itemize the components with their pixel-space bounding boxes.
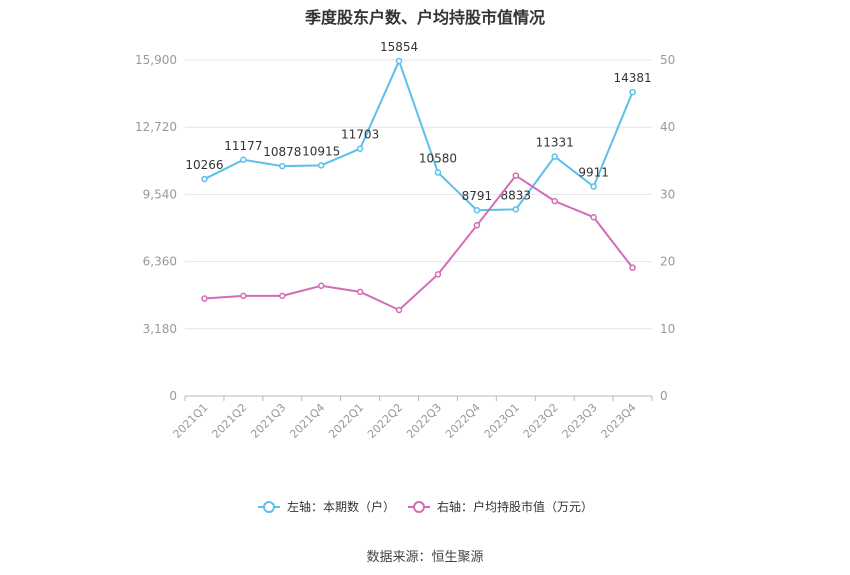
data-point xyxy=(317,162,325,169)
data-point xyxy=(240,292,247,300)
data-point xyxy=(201,175,208,183)
data-label: 15854 xyxy=(380,40,418,54)
x-axis-tick-label: 2021Q1 xyxy=(171,401,211,441)
left-axis-tick-label: 0 xyxy=(169,389,177,403)
data-point xyxy=(279,162,286,170)
left-axis-tick-label: 12,720 xyxy=(135,120,177,134)
data-label: 10266 xyxy=(185,158,223,172)
right-axis-tick-label: 40 xyxy=(660,120,675,134)
data-point xyxy=(395,57,403,65)
data-point xyxy=(590,213,597,221)
data-label: 11177 xyxy=(224,139,262,153)
data-point xyxy=(356,288,364,296)
data-point xyxy=(629,88,636,96)
x-axis-tick-label: 2023Q2 xyxy=(521,401,561,441)
data-point xyxy=(551,153,558,160)
series-line-2 xyxy=(204,174,634,312)
data-label: 9911 xyxy=(578,166,609,180)
x-axis-tick-label: 2022Q4 xyxy=(443,401,483,441)
data-point xyxy=(317,282,325,290)
legend-marker xyxy=(413,501,425,513)
x-axis-tick-label: 2022Q1 xyxy=(326,401,366,441)
x-axis-tick-label: 2022Q2 xyxy=(365,401,405,441)
data-label: 10915 xyxy=(302,144,340,158)
data-point xyxy=(512,172,520,179)
x-axis-tick-label: 2021Q3 xyxy=(248,401,288,441)
data-point xyxy=(201,295,208,302)
data-label: 8791 xyxy=(462,189,493,203)
data-point xyxy=(356,145,364,152)
right-axis-tick-label: 50 xyxy=(660,53,675,67)
left-axis-tick-label: 3,180 xyxy=(143,322,177,336)
right-axis-tick-label: 20 xyxy=(660,255,675,269)
x-axis-tick-label: 2023Q4 xyxy=(599,401,639,441)
right-axis-tick-label: 30 xyxy=(660,187,675,201)
data-point xyxy=(395,306,403,314)
data-point xyxy=(551,197,558,205)
data-label: 8833 xyxy=(501,188,532,202)
x-axis-tick-label: 2023Q1 xyxy=(482,401,522,441)
data-point xyxy=(240,156,247,164)
data-label: 10878 xyxy=(263,145,301,159)
data-point xyxy=(590,183,597,190)
data-point xyxy=(473,206,481,214)
data-point xyxy=(512,206,520,213)
x-axis-tick-label: 2021Q2 xyxy=(209,401,249,441)
chart-title: 季度股东户数、户均持股市值情况 xyxy=(304,8,545,27)
data-label: 11331 xyxy=(536,136,574,150)
x-axis-tick-label: 2023Q3 xyxy=(560,401,600,441)
series-line-1 xyxy=(204,58,634,212)
left-axis-tick-label: 6,360 xyxy=(143,255,177,269)
x-axis-tick-label: 2022Q3 xyxy=(404,401,444,441)
data-label: 10580 xyxy=(419,151,457,165)
data-source: 数据来源：恒生聚源 xyxy=(366,550,484,565)
data-label: 11703 xyxy=(341,128,379,142)
legend-label: 右轴：户均持股市值（万元） xyxy=(437,499,593,514)
data-point xyxy=(434,271,442,278)
data-point xyxy=(434,169,442,176)
data-point xyxy=(629,264,636,271)
right-axis-tick-label: 0 xyxy=(660,389,668,403)
data-point xyxy=(473,222,481,229)
left-axis-tick-label: 9,540 xyxy=(143,187,177,201)
legend-label: 左轴：本期数（户） xyxy=(287,499,395,514)
x-axis-tick-label: 2021Q4 xyxy=(287,401,327,441)
right-axis-tick-label: 10 xyxy=(660,322,675,336)
data-point xyxy=(279,292,286,300)
left-axis-tick-label: 15,900 xyxy=(135,53,177,67)
data-label: 14381 xyxy=(613,71,651,85)
legend-marker xyxy=(263,501,275,513)
